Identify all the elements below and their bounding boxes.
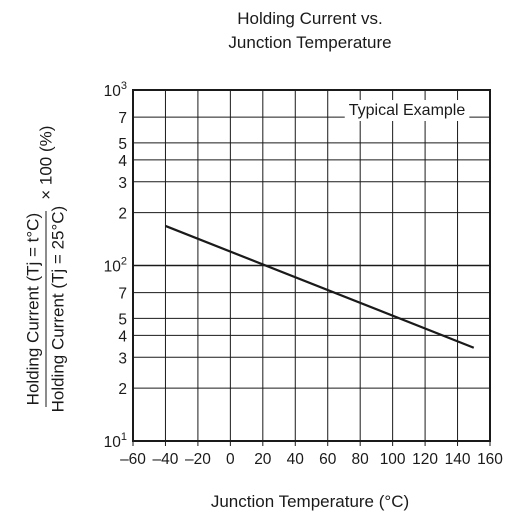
x-tick-label: 20 bbox=[254, 451, 272, 468]
y-tick-label: 101 bbox=[104, 431, 127, 451]
x-tick-label: 40 bbox=[287, 451, 305, 468]
y-tick-label: 2 bbox=[118, 206, 127, 223]
series-line bbox=[165, 224, 475, 349]
y-tick-label: 3 bbox=[118, 175, 127, 192]
y-tick-label: 2 bbox=[118, 381, 127, 398]
y-axis-label: Holding Current (Tj = t°C) Holding Curre… bbox=[0, 60, 92, 480]
x-tick-label: –60 bbox=[120, 451, 146, 468]
y-axis-label-suffix: × 100 (%) bbox=[36, 125, 55, 200]
y-tick-label: 7 bbox=[118, 110, 127, 127]
x-tick-label: 140 bbox=[445, 451, 471, 468]
x-tick-label: –20 bbox=[185, 451, 211, 468]
x-tick-label: –40 bbox=[153, 451, 179, 468]
y-tick-label: 102 bbox=[104, 256, 127, 276]
x-tick-label: 80 bbox=[352, 451, 370, 468]
y-axis-label-numerator: Holding Current (Tj = t°C) bbox=[23, 210, 47, 408]
y-tick-label: 103 bbox=[104, 80, 127, 100]
x-tick-label: 100 bbox=[380, 451, 406, 468]
x-axis-label: Junction Temperature (°C) bbox=[210, 492, 410, 511]
annotation-typical-example: Typical Example bbox=[349, 102, 466, 119]
y-tick-label: 5 bbox=[118, 136, 127, 153]
y-tick-label: 7 bbox=[118, 286, 127, 303]
y-tick-label: 3 bbox=[118, 350, 127, 367]
annotation-background bbox=[344, 100, 470, 121]
y-tick-label: 4 bbox=[118, 153, 127, 170]
x-tick-label: 160 bbox=[477, 451, 503, 468]
y-axis-label-denominator: Holding Current (Tj = 25°C) bbox=[48, 205, 68, 413]
y-tick-label: 4 bbox=[118, 328, 127, 345]
x-tick-label: 0 bbox=[226, 451, 235, 468]
x-tick-label: 60 bbox=[319, 451, 337, 468]
chart-title-line2: Junction Temperature bbox=[228, 33, 392, 52]
plot-frame bbox=[132, 89, 491, 442]
chart-title-line1: Holding Current vs. bbox=[237, 9, 383, 28]
x-tick-label: 120 bbox=[412, 451, 438, 468]
y-tick-label: 5 bbox=[118, 311, 127, 328]
